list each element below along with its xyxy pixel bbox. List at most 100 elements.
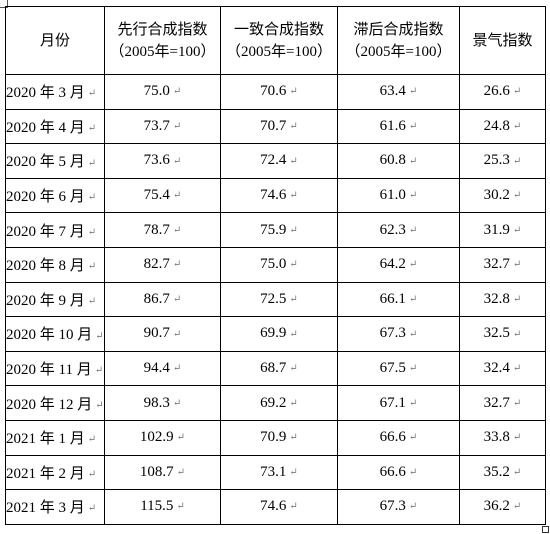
value-cell[interactable]: 67.3 ↵ (337, 489, 460, 525)
paragraph-mark-icon: ↵ (289, 432, 298, 444)
value-cell[interactable]: 25.3 ↵ (459, 143, 546, 179)
value-cell[interactable]: 75.0 ↵ (220, 246, 338, 283)
cell-text: 30.2 (483, 187, 510, 204)
value-cell[interactable]: 64.2 ↵ (337, 246, 460, 283)
column-header-text: 月份 (39, 32, 70, 49)
cell-text: 2020 年 6 月 (6, 189, 85, 206)
paragraph-mark-icon: ↵ (408, 501, 418, 513)
cell-text: 2021 年 2 月 (6, 465, 85, 482)
month-cell[interactable]: 2020 年 8 月 ↵ (5, 246, 105, 283)
value-cell[interactable]: 33.8 ↵ (459, 419, 546, 456)
paragraph-mark-icon: ↵ (289, 190, 298, 202)
value-cell[interactable]: 73.1 ↵ (220, 454, 338, 491)
paragraph-mark-icon: ↵ (87, 503, 97, 515)
month-cell[interactable]: 2020 年 11 月 ↵ (5, 350, 105, 387)
value-cell[interactable]: 61.6 ↵ (337, 108, 460, 145)
cell-text: 74.6 (260, 498, 287, 515)
value-cell[interactable]: 70.7 ↵ (220, 108, 338, 145)
cell-text: 62.3 (379, 221, 406, 238)
month-cell[interactable]: 2020 年 9 月 ↵ (5, 281, 105, 318)
value-cell[interactable]: 69.9 ↵ (220, 316, 338, 352)
value-cell[interactable]: 62.3 ↵ (337, 212, 460, 248)
value-cell[interactable]: 70.6 ↵ (220, 74, 338, 110)
value-cell[interactable]: 75.9 ↵ (220, 212, 338, 248)
value-cell[interactable]: 73.7 ↵ (104, 108, 221, 145)
paragraph-mark-icon: ↵ (172, 363, 182, 375)
paragraph-mark-icon: ↵ (512, 224, 522, 236)
column-header: 月份 (5, 6, 105, 75)
value-cell[interactable]: 67.3 ↵ (337, 316, 460, 352)
value-cell[interactable]: 67.1 ↵ (337, 385, 460, 421)
cell-text: 2020 年 7 月 (6, 223, 85, 240)
table-row: 2021 年 3 月 ↵ 115.5 ↵ 74.6 ↵ 67.3 ↵ 36.2 ↵ (5, 489, 546, 525)
value-cell[interactable]: 68.7 ↵ (220, 350, 338, 387)
cell-text: 32.4 (483, 360, 510, 377)
value-cell[interactable]: 74.6 ↵ (220, 177, 338, 214)
value-cell[interactable]: 72.5 ↵ (220, 281, 338, 318)
value-cell[interactable]: 78.7 ↵ (104, 212, 221, 248)
month-cell[interactable]: 2020 年 5 月 ↵ (5, 143, 105, 179)
value-cell[interactable]: 82.7 ↵ (104, 246, 221, 283)
value-cell[interactable]: 70.9 ↵ (220, 419, 338, 456)
value-cell[interactable]: 30.2 ↵ (459, 177, 546, 214)
cell-text: 108.7 (139, 463, 174, 480)
column-header: 一致合成指数 （2005年=100） (220, 6, 338, 75)
value-cell[interactable]: 35.2 ↵ (459, 454, 546, 491)
value-cell[interactable]: 75.4 ↵ (104, 177, 221, 214)
value-cell[interactable]: 32.7 ↵ (459, 385, 546, 421)
paragraph-mark-icon: ↵ (289, 155, 298, 167)
value-cell[interactable]: 26.6 ↵ (459, 74, 546, 110)
month-cell[interactable]: 2020 年 6 月 ↵ (5, 177, 105, 214)
month-cell[interactable]: 2020 年 7 月 ↵ (5, 212, 105, 248)
value-cell[interactable]: 102.9 ↵ (104, 419, 221, 456)
month-cell[interactable]: 2020 年 10 月 ↵ (5, 316, 105, 352)
value-cell[interactable]: 36.2 ↵ (459, 489, 546, 525)
value-cell[interactable]: 32.4 ↵ (459, 350, 546, 387)
month-cell[interactable]: 2020 年 4 月 ↵ (5, 108, 105, 145)
paragraph-mark-icon: ↵ (87, 157, 97, 169)
value-cell[interactable]: 75.0 ↵ (104, 74, 221, 110)
table-row: 2020 年 9 月 ↵ 86.7 ↵ 72.5 ↵ 66.1 ↵ 32.8 ↵ (5, 281, 546, 318)
value-cell[interactable]: 73.6 ↵ (104, 143, 221, 179)
cell-text: 98.3 (143, 394, 170, 411)
cell-text: 115.5 (140, 498, 174, 515)
paragraph-mark-icon: ↵ (172, 259, 182, 271)
paragraph-mark-icon: ↵ (289, 466, 298, 478)
value-cell[interactable]: 72.4 ↵ (220, 143, 338, 179)
month-cell[interactable]: 2021 年 2 月 ↵ (5, 454, 105, 491)
value-cell[interactable]: 115.5 ↵ (104, 489, 221, 525)
value-cell[interactable]: 63.4 ↵ (337, 74, 460, 110)
value-cell[interactable]: 32.5 ↵ (459, 316, 546, 352)
cell-text: 67.3 (379, 498, 406, 515)
table-resize-handle[interactable] (542, 526, 549, 533)
value-cell[interactable]: 32.7 ↵ (459, 246, 546, 283)
month-cell[interactable]: 2021 年 1 月 ↵ (5, 419, 105, 456)
value-cell[interactable]: 67.5 ↵ (337, 350, 460, 387)
paragraph-mark-icon: ↵ (408, 328, 418, 340)
value-cell[interactable]: 61.0 ↵ (337, 177, 460, 214)
cell-text: 2021 年 3 月 (6, 500, 85, 517)
value-cell[interactable]: 69.2 ↵ (220, 385, 338, 421)
value-cell[interactable]: 86.7 ↵ (104, 281, 221, 318)
table-move-handle[interactable] (0, 0, 8, 8)
value-cell[interactable]: 32.8 ↵ (459, 281, 546, 318)
value-cell[interactable]: 66.6 ↵ (337, 454, 460, 491)
month-cell[interactable]: 2020 年 3 月 ↵ (5, 74, 105, 110)
value-cell[interactable]: 98.3 ↵ (104, 385, 221, 421)
value-cell[interactable]: 90.7 ↵ (104, 316, 221, 352)
value-cell[interactable]: 31.9 ↵ (459, 212, 546, 248)
cell-text: 66.6 (379, 463, 406, 480)
value-cell[interactable]: 108.7 ↵ (104, 454, 221, 491)
value-cell[interactable]: 74.6 ↵ (220, 489, 338, 525)
cell-text: 75.9 (260, 221, 287, 238)
value-cell[interactable]: 66.1 ↵ (337, 281, 460, 318)
cell-text: 86.7 (143, 290, 170, 307)
value-cell[interactable]: 94.4 ↵ (104, 350, 221, 387)
value-cell[interactable]: 60.8 ↵ (337, 143, 460, 179)
cell-text: 72.4 (260, 152, 287, 169)
month-cell[interactable]: 2021 年 3 月 ↵ (5, 489, 105, 525)
month-cell[interactable]: 2020 年 12 月 ↵ (5, 385, 105, 421)
value-cell[interactable]: 24.8 ↵ (459, 108, 546, 145)
cell-text: 63.4 (379, 83, 406, 100)
value-cell[interactable]: 66.6 ↵ (337, 419, 460, 456)
